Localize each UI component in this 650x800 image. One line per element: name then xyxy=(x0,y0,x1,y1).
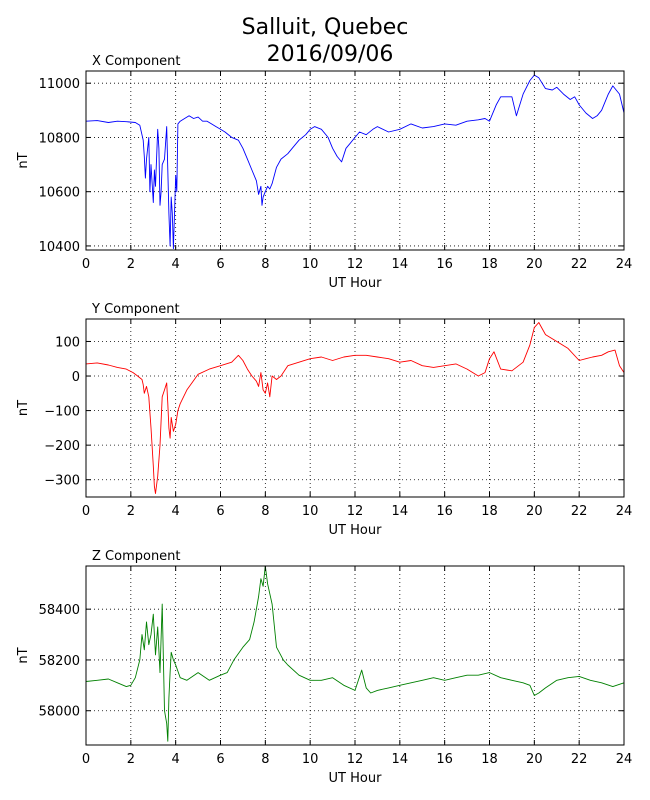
y-component-xtick-label-7: 14 xyxy=(392,504,409,519)
z-component-ytick-label-2: 58400 xyxy=(39,603,80,618)
y-component-ytick-label-4: 100 xyxy=(55,335,80,350)
x-component-xtick-label-4: 8 xyxy=(261,257,269,272)
y-component-xtick-label-4: 8 xyxy=(261,504,269,519)
x-component-xtick-label-10: 20 xyxy=(526,257,543,272)
y-component-ytick-label-3: 0 xyxy=(72,370,80,385)
x-component-xtick-label-8: 16 xyxy=(436,257,453,272)
x-component-ytick-label-0: 10400 xyxy=(39,240,80,255)
x-component-xtick-label-9: 18 xyxy=(481,257,498,272)
z-component-xtick-label-3: 6 xyxy=(216,752,224,767)
x-component-xtick-label-5: 10 xyxy=(302,257,319,272)
x-component-xtick-label-1: 2 xyxy=(127,257,135,272)
z-component-xtick-label-9: 18 xyxy=(481,752,498,767)
x-component-xtick-label-11: 22 xyxy=(571,257,588,272)
y-component-xtick-label-5: 10 xyxy=(302,504,319,519)
z-component-xtick-label-10: 20 xyxy=(526,752,543,767)
x-component-ytick-label-3: 11000 xyxy=(39,77,80,92)
y-component-xtick-label-12: 24 xyxy=(616,504,633,519)
z-component-xtick-label-12: 24 xyxy=(616,752,633,767)
x-component-xtick-label-2: 4 xyxy=(172,257,180,272)
z-component-xtick-label-8: 16 xyxy=(436,752,453,767)
z-component-xtick-label-0: 0 xyxy=(82,752,90,767)
x-component-xtick-label-7: 14 xyxy=(392,257,409,272)
y-component-xtick-label-9: 18 xyxy=(481,504,498,519)
x-component-ytick-label-2: 10800 xyxy=(39,131,80,146)
y-component-ytick-label-2: −100 xyxy=(44,405,80,420)
y-component-xlabel: UT Hour xyxy=(329,523,383,538)
x-component-xtick-label-3: 6 xyxy=(216,257,224,272)
y-component-xtick-label-0: 0 xyxy=(82,504,90,519)
z-component-title: Z Component xyxy=(92,549,181,564)
x-component-xtick-label-12: 24 xyxy=(616,257,633,272)
x-component-xlabel: UT Hour xyxy=(329,276,383,291)
z-component-ytick-label-1: 58200 xyxy=(39,654,80,669)
z-component-xtick-label-5: 10 xyxy=(302,752,319,767)
y-component-ytick-label-0: −300 xyxy=(44,474,80,489)
y-component-ylabel: nT xyxy=(16,400,31,416)
z-component-xtick-label-1: 2 xyxy=(127,752,135,767)
z-component-xtick-label-7: 14 xyxy=(392,752,409,767)
figure-title-line1: Salluit, Quebec xyxy=(242,15,409,40)
z-component-ytick-label-0: 58000 xyxy=(39,705,80,720)
y-component-title: Y Component xyxy=(91,302,180,317)
figure-title-line2: 2016/09/06 xyxy=(267,42,394,67)
x-component-xtick-label-6: 12 xyxy=(347,257,364,272)
z-component-xlabel: UT Hour xyxy=(329,771,383,786)
x-component-ylabel: nT xyxy=(16,152,31,168)
x-component-series-line xyxy=(85,74,625,250)
y-component-xtick-label-2: 4 xyxy=(172,504,180,519)
x-component-ytick-label-1: 10600 xyxy=(39,186,80,201)
x-component-title: X Component xyxy=(92,54,181,69)
y-component-xtick-label-6: 12 xyxy=(347,504,364,519)
y-component-ytick-label-1: −200 xyxy=(44,439,80,454)
y-component-xtick-label-1: 2 xyxy=(127,504,135,519)
y-component-xtick-label-11: 22 xyxy=(571,504,588,519)
y-component-xtick-label-3: 6 xyxy=(216,504,224,519)
z-component-xtick-label-6: 12 xyxy=(347,752,364,767)
z-component-xtick-label-2: 4 xyxy=(172,752,180,767)
y-component-xtick-label-8: 16 xyxy=(436,504,453,519)
x-component-panel: 0 2 4 6 8 10 12 14 16 18 20 22 241040010600108001100… xyxy=(16,54,632,291)
z-component-ylabel: nT xyxy=(16,647,31,663)
y-component-series-line xyxy=(85,322,625,494)
x-component-xtick-label-0: 0 xyxy=(82,257,90,272)
z-component-xtick-label-11: 22 xyxy=(571,752,588,767)
y-component-xtick-label-10: 20 xyxy=(526,504,543,519)
z-component-xtick-label-4: 8 xyxy=(261,752,269,767)
